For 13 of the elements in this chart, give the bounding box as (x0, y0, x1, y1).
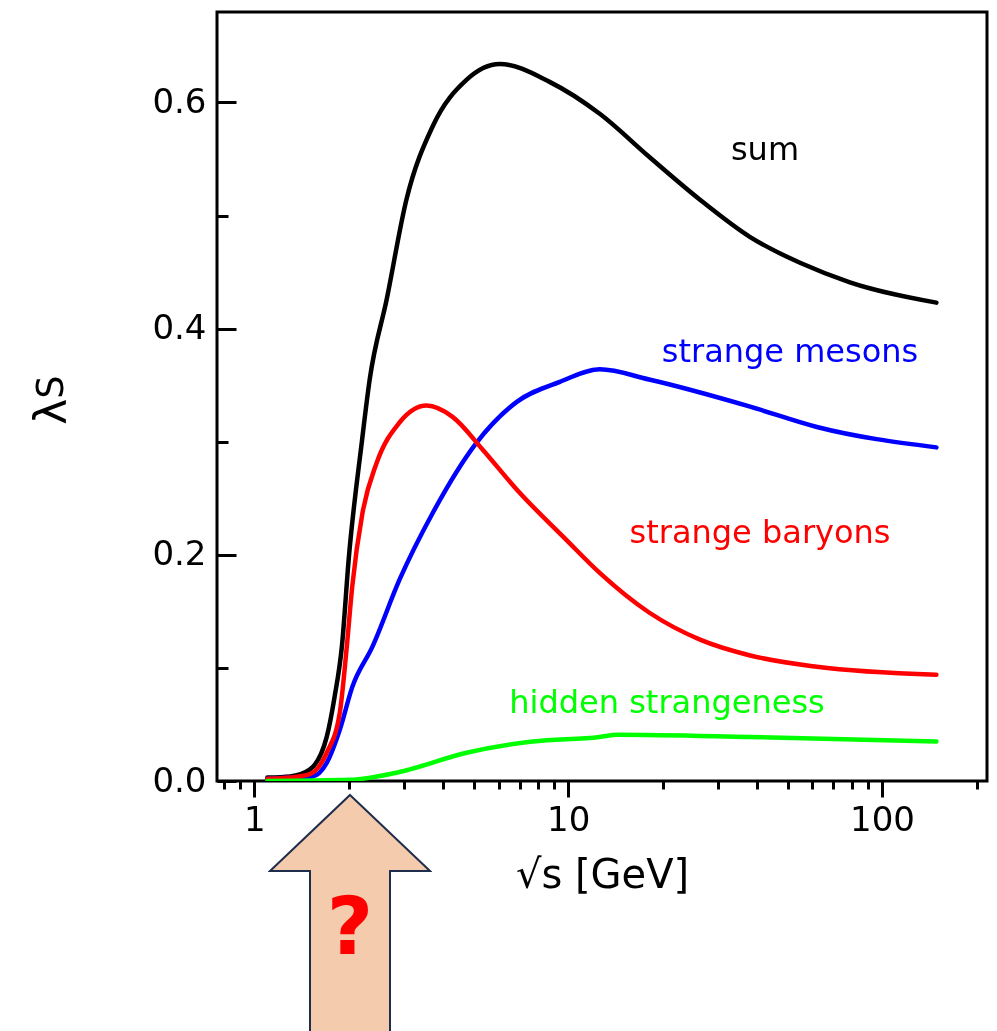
x-axis-title: √s [GeV] (515, 850, 690, 897)
y-tick-label: 0.4 (152, 307, 207, 348)
x-tick-label: 100 (850, 798, 915, 839)
series-label: sum (730, 130, 800, 168)
x-tick-label: 1 (244, 798, 266, 839)
series-label: strange mesons (661, 332, 919, 370)
series-label: strange baryons (629, 513, 891, 551)
y-tick-label: 0.6 (152, 80, 207, 121)
y-tick-label: 0.2 (152, 533, 207, 574)
text: ? (325, 880, 375, 973)
y-tick-label: 0.0 (152, 759, 207, 800)
x-tick-label: 10 (547, 798, 591, 839)
series-label: hidden strangeness (509, 683, 825, 721)
